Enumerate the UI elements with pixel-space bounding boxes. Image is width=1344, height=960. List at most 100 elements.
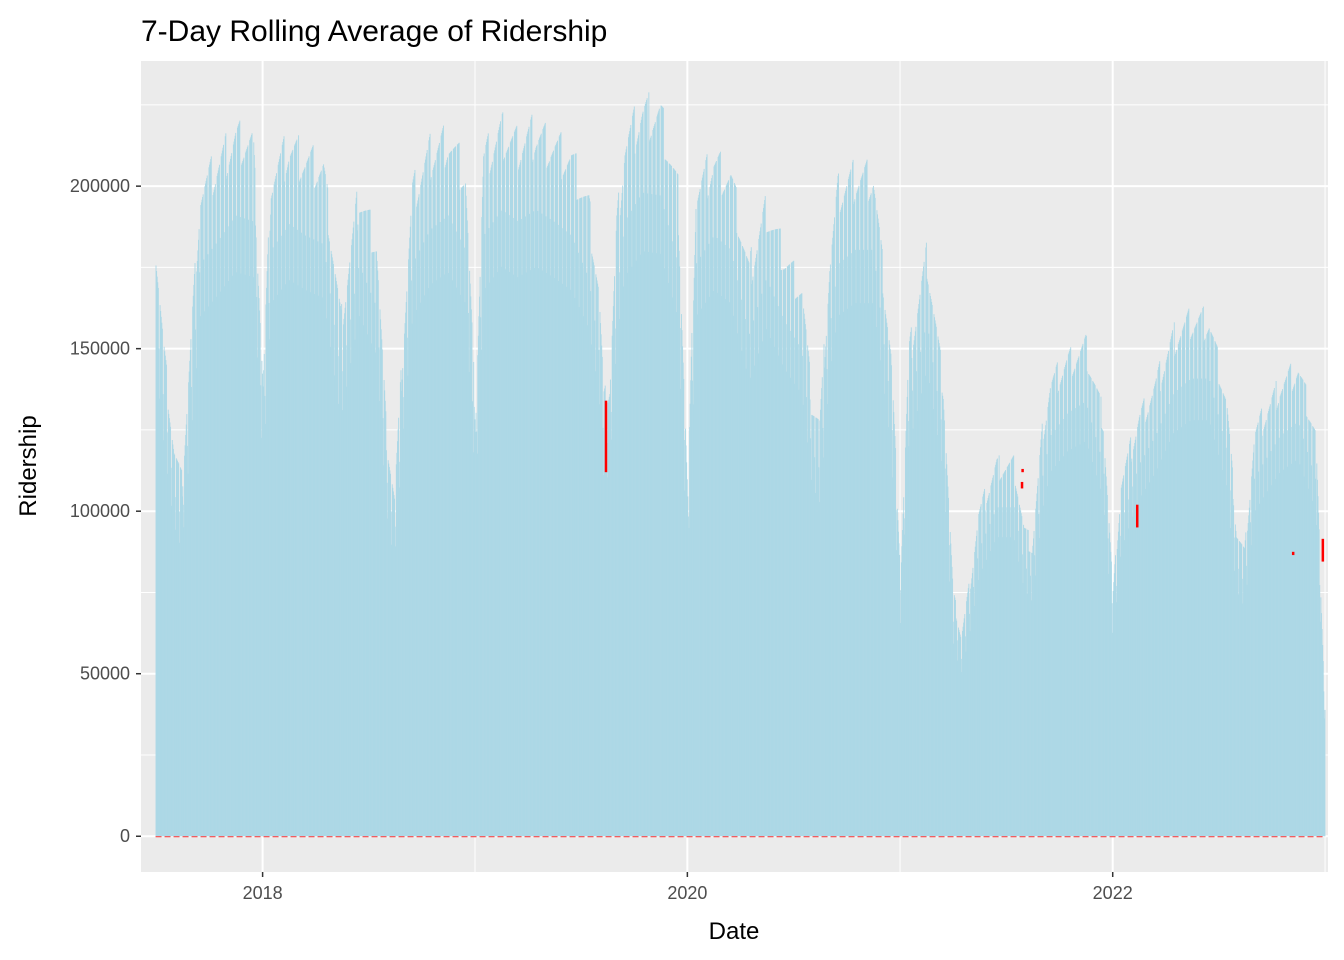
ridership-bar	[653, 126, 655, 837]
ridership-bar	[872, 187, 874, 837]
ridership-bar	[935, 323, 937, 837]
ridership-bar	[1286, 430, 1288, 837]
ridership-bar	[1021, 516, 1023, 837]
ridership-bar	[548, 161, 550, 837]
ridership-bar	[616, 215, 618, 837]
ridership-bar	[708, 243, 710, 837]
ridership-bar	[680, 388, 682, 837]
ridership-bar	[1108, 523, 1110, 837]
ridership-bar	[1233, 537, 1235, 837]
rolling-average-mark	[1021, 468, 1024, 473]
ridership-bar	[1153, 388, 1155, 837]
ridership-bar	[780, 270, 782, 837]
ridership-bar	[515, 127, 517, 837]
ridership-bar	[284, 181, 286, 837]
ridership-bar	[615, 363, 617, 837]
ridership-bar	[860, 178, 862, 837]
ridership-bar	[1052, 379, 1054, 837]
ridership-bar	[239, 217, 241, 837]
ridership-bar	[185, 424, 187, 837]
ridership-bar	[446, 159, 448, 837]
ridership-bar	[1282, 433, 1284, 837]
ridership-bar	[539, 136, 541, 837]
ridership-bar	[316, 183, 318, 837]
ridership-bar	[678, 235, 679, 837]
ridership-bar	[955, 618, 957, 837]
ridership-bar	[173, 453, 175, 837]
ridership-bar	[973, 605, 975, 837]
ridership-bar	[181, 470, 183, 837]
ridership-bar	[1202, 308, 1204, 837]
ridership-bar	[921, 280, 923, 837]
ridership-bar	[532, 159, 534, 837]
ridership-bar	[163, 440, 165, 837]
ridership-bar	[956, 640, 958, 837]
ridership-bar	[280, 153, 281, 837]
ridership-bar	[1110, 551, 1112, 837]
ridership-bar	[1143, 398, 1145, 837]
ridership-bar	[792, 261, 794, 837]
ridership-bar	[286, 170, 288, 837]
ridership-bar	[230, 156, 232, 837]
ridership-bar	[278, 161, 280, 837]
ridership-bar	[1319, 585, 1321, 837]
ridership-bar	[895, 448, 897, 837]
ridership-bar	[748, 262, 750, 837]
ridership-bar	[270, 214, 272, 837]
ridership-bar	[948, 545, 950, 837]
ridership-bar	[719, 153, 721, 837]
ridership-bar	[658, 110, 660, 837]
ridership-bar	[202, 197, 204, 837]
ridership-bar	[1066, 360, 1068, 837]
ridership-bar	[203, 311, 205, 837]
ridership-bar	[891, 365, 892, 837]
ridership-bar	[1184, 322, 1186, 837]
ridership-bar	[1295, 378, 1297, 837]
ridership-bar	[318, 176, 320, 837]
ridership-bar	[705, 157, 707, 837]
ridership-bar	[1233, 505, 1235, 837]
ridership-bar	[565, 169, 567, 837]
ridership-bar	[1242, 603, 1244, 837]
ridership-bar	[813, 416, 815, 837]
ridership-bar	[1269, 404, 1271, 837]
ridership-bar	[665, 160, 667, 837]
ridership-bar	[298, 135, 300, 837]
ridership-bar	[1322, 644, 1324, 837]
ridership-bar	[277, 164, 279, 837]
ridership-bar	[246, 148, 248, 837]
ridership-bar	[1087, 448, 1089, 837]
ridership-bar	[875, 326, 877, 837]
ridership-bar	[357, 224, 359, 837]
ridership-bar	[331, 257, 333, 837]
ridership-bar	[1314, 429, 1315, 837]
ridership-bar	[901, 546, 903, 837]
ridership-bar	[879, 307, 881, 837]
ridership-bar	[1169, 441, 1171, 837]
ridership-bar	[718, 154, 720, 837]
ridership-bar	[796, 297, 798, 837]
ridership-bar	[412, 182, 414, 837]
ridership-bar	[1240, 542, 1242, 837]
ridership-bar	[1318, 512, 1320, 837]
ridership-bar	[1266, 457, 1268, 837]
ridership-bar	[941, 392, 943, 837]
ridership-bar	[1129, 440, 1131, 837]
ridership-bar	[459, 189, 461, 837]
ridership-bar	[281, 144, 283, 837]
ridership-bar	[1199, 313, 1201, 837]
ridership-bar	[1014, 485, 1016, 837]
ridership-bar	[1178, 342, 1180, 837]
ridership-bar	[1208, 328, 1210, 837]
ridership-bar	[1056, 364, 1058, 837]
ridership-bar	[295, 142, 297, 837]
ridership-bar	[845, 188, 847, 837]
ridership-bar	[932, 409, 934, 837]
ridership-bar	[691, 332, 693, 837]
ridership-bar	[613, 291, 615, 837]
ridership-bar	[675, 257, 677, 837]
ridership-bar	[171, 505, 173, 837]
ridership-bar	[781, 269, 782, 837]
ridership-bar	[566, 165, 568, 837]
